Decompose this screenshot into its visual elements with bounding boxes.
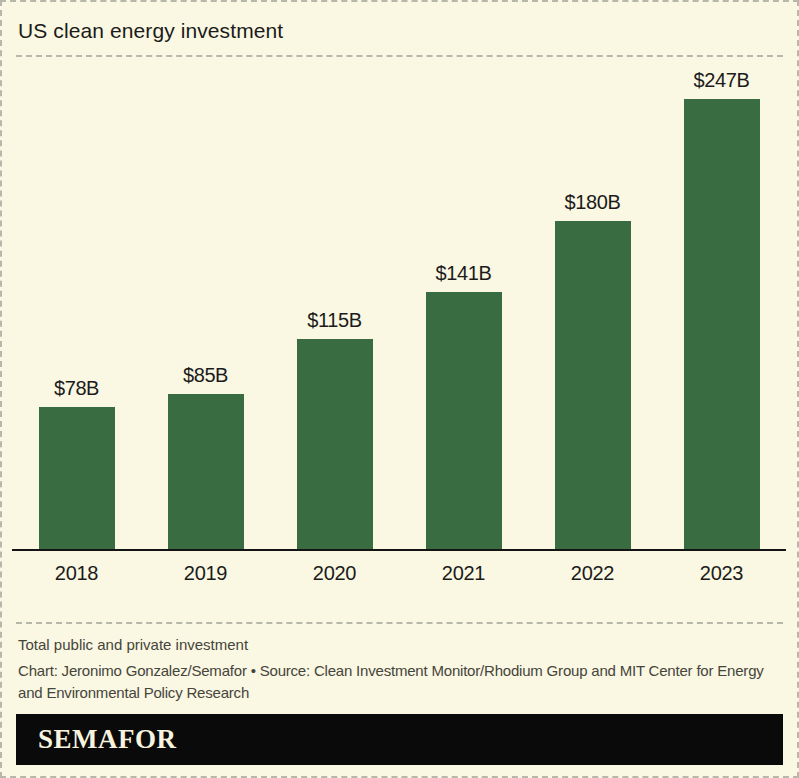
infographic-card: US clean energy investment $78B $85B $115B… (0, 0, 799, 778)
bar-plot: $78B $85B $115B $141B $180B $247B (12, 57, 786, 551)
bar-value-label: $85B (183, 364, 228, 387)
bar-slot-2018: $78B (12, 57, 141, 549)
chart-credit-line2: and Environmental Policy Research (18, 682, 783, 704)
bar-value-label: $141B (436, 262, 492, 285)
bar-slot-2023: $247B (657, 57, 786, 549)
bar-slot-2022: $180B (528, 57, 657, 549)
x-tick-label: 2022 (528, 553, 657, 585)
chart-note: Total public and private investment (16, 634, 783, 655)
semafor-wordmark: SEMAFOR (38, 724, 177, 755)
bar-value-label: $247B (694, 69, 750, 92)
footer: Total public and private investment Char… (2, 624, 797, 765)
chart-credit-line1: Chart: Jeronimo Gonzalez/Semafor • Sourc… (18, 660, 783, 682)
header: US clean energy investment (2, 2, 797, 55)
x-tick-label: 2021 (399, 553, 528, 585)
bar-value-label: $115B (307, 309, 361, 332)
bar-value-label: $180B (565, 191, 621, 214)
semafor-logo-bar: SEMAFOR (16, 714, 783, 765)
bar-2023 (684, 99, 760, 549)
page-title: US clean energy investment (18, 19, 283, 43)
chart-credit: Chart: Jeronimo Gonzalez/Semafor • Sourc… (16, 660, 783, 704)
bar-chart: $78B$85B$115B$141B$180B$247B 20182019202… (2, 57, 797, 622)
bar-slot-2021: $141B (399, 57, 528, 549)
bar-2021 (426, 292, 502, 549)
x-tick-label: 2019 (141, 553, 270, 585)
bar-2019 (168, 394, 244, 549)
x-tick-label: 2023 (657, 553, 786, 585)
bar-value-label: $78B (54, 377, 99, 400)
bar-2018 (39, 407, 115, 549)
bar-slot-2020: $115B (270, 57, 399, 549)
bar-slot-2019: $85B (141, 57, 270, 549)
x-axis-labels: 201820192020202120222023 (12, 553, 786, 585)
x-tick-label: 2020 (270, 553, 399, 585)
x-tick-label: 2018 (12, 553, 141, 585)
bar-2022 (555, 221, 631, 549)
bar-2020 (297, 339, 373, 549)
